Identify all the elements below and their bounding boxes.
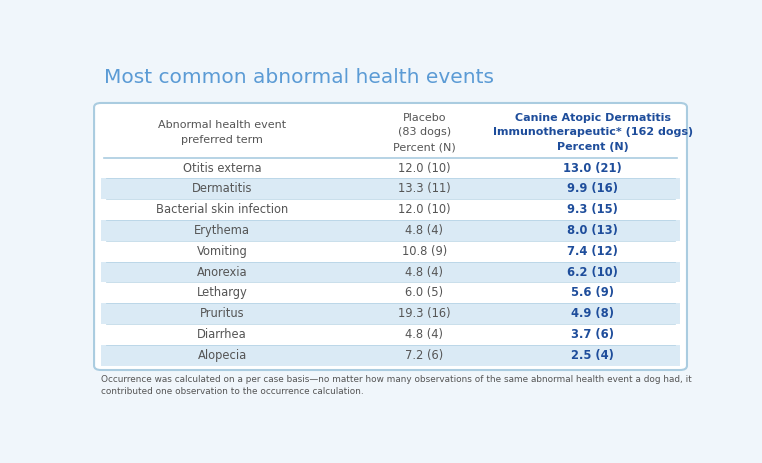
Text: Occurrence was calculated on a per case basis—no matter how many observations of: Occurrence was calculated on a per case … bbox=[101, 375, 692, 396]
Text: 4.8 (4): 4.8 (4) bbox=[405, 328, 443, 341]
Bar bbox=[101, 199, 680, 220]
Text: Abnormal health event
preferred term: Abnormal health event preferred term bbox=[158, 120, 287, 145]
Text: 5.6 (9): 5.6 (9) bbox=[572, 287, 614, 300]
Text: 4.9 (8): 4.9 (8) bbox=[572, 307, 614, 320]
Text: 8.0 (13): 8.0 (13) bbox=[568, 224, 618, 237]
Text: Pruritus: Pruritus bbox=[200, 307, 245, 320]
Text: 3.7 (6): 3.7 (6) bbox=[572, 328, 614, 341]
Bar bbox=[101, 220, 680, 241]
Text: 13.0 (21): 13.0 (21) bbox=[563, 162, 622, 175]
Text: Bacterial skin infection: Bacterial skin infection bbox=[156, 203, 288, 216]
Text: 7.4 (12): 7.4 (12) bbox=[568, 245, 618, 258]
Text: 13.3 (11): 13.3 (11) bbox=[398, 182, 451, 195]
Text: Anorexia: Anorexia bbox=[197, 266, 248, 279]
Text: Most common abnormal health events: Most common abnormal health events bbox=[104, 68, 494, 87]
Bar bbox=[101, 107, 680, 158]
Bar bbox=[101, 241, 680, 262]
Text: 4.8 (4): 4.8 (4) bbox=[405, 266, 443, 279]
Bar bbox=[101, 178, 680, 199]
Bar bbox=[101, 345, 680, 366]
Text: 6.0 (5): 6.0 (5) bbox=[405, 287, 443, 300]
Text: 6.2 (10): 6.2 (10) bbox=[568, 266, 618, 279]
Text: Placebo
(83 dogs)
Percent (N): Placebo (83 dogs) Percent (N) bbox=[393, 113, 456, 152]
Text: 19.3 (16): 19.3 (16) bbox=[399, 307, 451, 320]
Text: 4.8 (4): 4.8 (4) bbox=[405, 224, 443, 237]
Text: Lethargy: Lethargy bbox=[197, 287, 248, 300]
Text: Vomiting: Vomiting bbox=[197, 245, 248, 258]
Text: 2.5 (4): 2.5 (4) bbox=[572, 349, 614, 362]
Text: 10.8 (9): 10.8 (9) bbox=[402, 245, 447, 258]
Bar bbox=[101, 324, 680, 345]
Text: Alopecia: Alopecia bbox=[197, 349, 247, 362]
Text: Canine Atopic Dermatitis
Immunotherapeutic* (162 dogs)
Percent (N): Canine Atopic Dermatitis Immunotherapeut… bbox=[493, 113, 693, 152]
Text: 12.0 (10): 12.0 (10) bbox=[399, 162, 451, 175]
Text: Diarrhea: Diarrhea bbox=[197, 328, 247, 341]
FancyBboxPatch shape bbox=[94, 103, 687, 370]
Text: Erythema: Erythema bbox=[194, 224, 250, 237]
Bar bbox=[101, 158, 680, 178]
Bar bbox=[101, 282, 680, 303]
Text: 7.2 (6): 7.2 (6) bbox=[405, 349, 443, 362]
Text: 12.0 (10): 12.0 (10) bbox=[399, 203, 451, 216]
Bar bbox=[101, 303, 680, 324]
Text: 9.3 (15): 9.3 (15) bbox=[568, 203, 618, 216]
Text: Dermatitis: Dermatitis bbox=[192, 182, 252, 195]
Text: 9.9 (16): 9.9 (16) bbox=[567, 182, 618, 195]
Bar bbox=[101, 262, 680, 282]
Text: Otitis externa: Otitis externa bbox=[183, 162, 261, 175]
